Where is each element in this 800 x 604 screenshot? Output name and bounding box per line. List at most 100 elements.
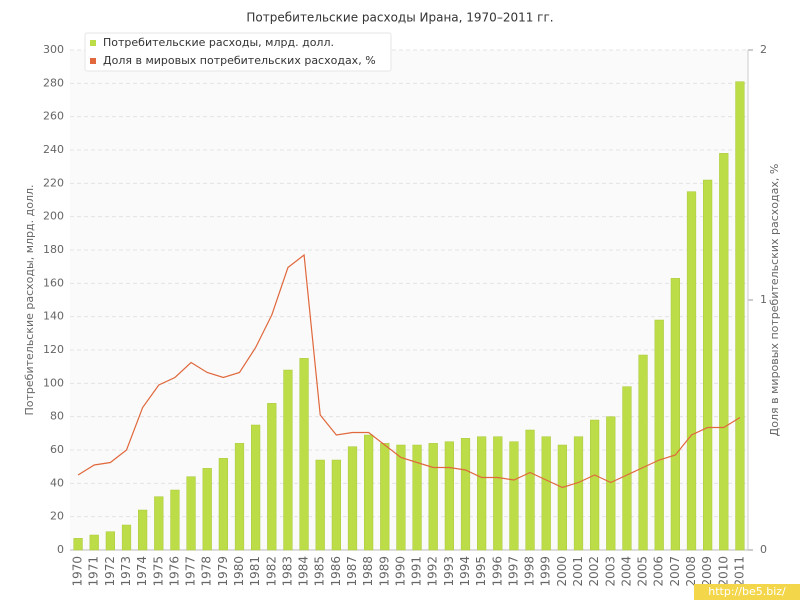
bar xyxy=(251,424,261,551)
x-tick-label: 1991 xyxy=(410,556,424,587)
bar xyxy=(638,354,648,551)
bar xyxy=(331,459,341,551)
x-tick-label: 1978 xyxy=(200,556,214,587)
x-tick-label: 1997 xyxy=(506,556,520,587)
y-tick-label: 240 xyxy=(43,143,64,156)
bar xyxy=(154,496,164,551)
x-tick-label: 2009 xyxy=(700,556,714,587)
x-tick-label: 1982 xyxy=(264,556,278,587)
bar xyxy=(218,458,228,551)
y-tick-label: 180 xyxy=(43,243,64,256)
y-tick-label: 0 xyxy=(57,543,64,556)
y-tick-label: 100 xyxy=(43,376,64,389)
bar xyxy=(606,416,616,551)
bar xyxy=(73,538,83,551)
y2-tick-label: 2 xyxy=(760,43,767,56)
x-tick-label: 1974 xyxy=(135,556,149,587)
x-tick-label: 1992 xyxy=(426,556,440,587)
x-tick-label: 1973 xyxy=(119,556,133,587)
bar xyxy=(477,436,487,551)
x-tick-label: 1986 xyxy=(329,556,343,587)
y-tick-label: 80 xyxy=(50,410,64,423)
x-tick-label: 1976 xyxy=(167,556,181,587)
y-tick-label: 160 xyxy=(43,276,64,289)
bar xyxy=(719,153,729,551)
x-tick-label: 1988 xyxy=(361,556,375,587)
y2-axis-title: Доля в мировых потребительских расходах,… xyxy=(768,164,781,437)
bar xyxy=(364,434,374,551)
x-tick-label: 1985 xyxy=(313,556,327,587)
x-tick-label: 1979 xyxy=(216,556,230,587)
bar xyxy=(509,441,519,551)
x-tick-label: 1999 xyxy=(539,556,553,587)
bar xyxy=(493,436,503,551)
x-tick-label: 1996 xyxy=(490,556,504,587)
bar xyxy=(234,443,245,551)
x-tick-label: 1981 xyxy=(248,556,262,587)
x-tick-label: 1983 xyxy=(280,556,294,587)
y2-tick-label: 1 xyxy=(760,293,767,306)
bar xyxy=(735,81,745,551)
bar xyxy=(202,468,212,551)
bar xyxy=(121,524,132,551)
bar xyxy=(170,489,180,551)
bar xyxy=(670,278,680,551)
legend-marker xyxy=(90,58,96,64)
bar xyxy=(315,459,325,551)
x-tick-label: 1998 xyxy=(523,556,537,587)
bar xyxy=(396,444,406,551)
x-tick-label: 1971 xyxy=(87,556,101,587)
x-tick-label: 2007 xyxy=(668,556,682,587)
x-tick-label: 2002 xyxy=(587,556,601,587)
bar xyxy=(573,436,584,551)
bar xyxy=(590,419,600,551)
x-tick-label: 2000 xyxy=(555,556,569,587)
bar xyxy=(460,438,471,551)
bar xyxy=(541,436,551,551)
x-tick-label: 1994 xyxy=(458,556,472,587)
legend-box xyxy=(84,32,392,72)
y-tick-label: 300 xyxy=(43,43,64,56)
bar xyxy=(105,531,115,551)
bar xyxy=(138,509,148,551)
legend-marker xyxy=(90,40,96,46)
line xyxy=(77,253,741,489)
y-tick-label: 220 xyxy=(43,176,64,189)
bar xyxy=(525,429,535,551)
x-tick-label: 1972 xyxy=(103,556,117,587)
y2-tick-label: 0 xyxy=(760,543,767,556)
x-tick-label: 2006 xyxy=(652,556,666,587)
chart-title: Потребительские расходы Ирана, 1970–2011… xyxy=(246,11,553,25)
bar xyxy=(686,191,697,551)
y-tick-label: 140 xyxy=(43,310,64,323)
x-tick-label: 1993 xyxy=(442,556,456,587)
bar xyxy=(703,179,713,551)
x-tick-label: 1970 xyxy=(71,556,85,587)
bar xyxy=(347,446,358,551)
bar xyxy=(428,443,438,551)
y-tick-label: 280 xyxy=(43,76,64,89)
bar xyxy=(412,444,422,551)
y-tick-label: 60 xyxy=(50,443,64,456)
x-tick-label: 2010 xyxy=(716,556,730,587)
x-tick-label: 1987 xyxy=(345,556,359,587)
x-tick-label: 2011 xyxy=(732,556,746,587)
y-tick-label: 40 xyxy=(50,476,64,489)
watermark-bg xyxy=(694,584,800,600)
bar xyxy=(89,534,99,551)
bar xyxy=(267,403,277,551)
x-tick-label: 1980 xyxy=(232,556,246,587)
x-tick-label: 2005 xyxy=(636,556,650,587)
x-tick-label: 2008 xyxy=(684,556,698,587)
legend-label: Потребительские расходы, млрд. долл. xyxy=(103,36,334,49)
y-axis-title: Потребительские расходы, млрд. долл. xyxy=(23,185,36,416)
bar xyxy=(283,369,293,551)
x-tick-label: 1984 xyxy=(297,556,311,587)
x-tick-label: 2001 xyxy=(571,556,585,587)
bar xyxy=(557,444,567,551)
bar xyxy=(622,386,632,551)
x-tick-label: 1989 xyxy=(377,556,391,587)
plot-area xyxy=(70,50,748,550)
x-tick-label: 2004 xyxy=(619,556,633,587)
